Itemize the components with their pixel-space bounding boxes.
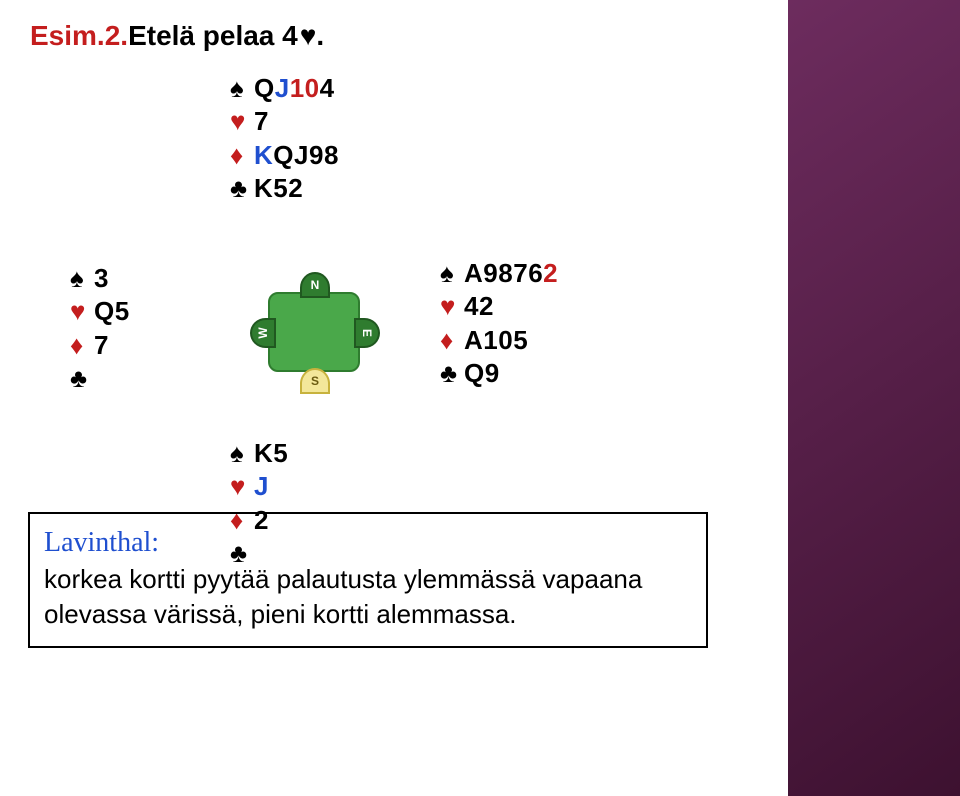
hand-north: ♠ QJ104 ♥ 7 ♦ KQJ98 ♣ K52 [230, 72, 339, 205]
compass-e: E [354, 318, 380, 348]
hand-east: ♠ A98762 ♥ 42 ♦ A105 ♣ Q9 [440, 257, 558, 390]
compass: N W E S [240, 262, 390, 402]
spade-icon: ♠ [440, 257, 464, 290]
north-clubs: ♣ K52 [230, 172, 339, 205]
side-gradient [788, 0, 960, 796]
info-label: Lavinthal: [44, 524, 692, 562]
info-box: Lavinthal: korkea kortti pyytää palautus… [28, 512, 708, 648]
east-hearts: ♥ 42 [440, 290, 558, 323]
north-hearts: ♥ 7 [230, 105, 339, 138]
club-icon: ♣ [230, 172, 254, 205]
heart-icon: ♥ [230, 105, 254, 138]
heart-icon: ♥ [300, 20, 317, 52]
west-spades: ♠ 3 [70, 262, 130, 295]
spade-icon: ♠ [230, 437, 254, 470]
heart-icon: ♥ [230, 470, 254, 503]
south-hearts: ♥ J [230, 470, 288, 503]
title-suffix: . [316, 20, 324, 52]
diamond-icon: ♦ [440, 324, 464, 357]
title-rest: Etelä pelaa 4 [128, 20, 298, 52]
west-hearts: ♥ Q5 [70, 295, 130, 328]
diamond-icon: ♦ [230, 139, 254, 172]
west-diamonds: ♦ 7 [70, 329, 130, 362]
east-clubs: ♣ Q9 [440, 357, 558, 390]
club-icon: ♣ [440, 357, 464, 390]
spade-icon: ♠ [230, 72, 254, 105]
diamond-icon: ♦ [70, 329, 94, 362]
south-spades: ♠ K5 [230, 437, 288, 470]
hand-west: ♠ 3 ♥ Q5 ♦ 7 ♣ [70, 262, 130, 395]
compass-w: W [250, 318, 276, 348]
east-diamonds: ♦ A105 [440, 324, 558, 357]
east-spades: ♠ A98762 [440, 257, 558, 290]
compass-n: N [300, 272, 330, 298]
hands-area: ♠ QJ104 ♥ 7 ♦ KQJ98 ♣ K52 ♠ 3 ♥ [30, 82, 778, 552]
heart-icon: ♥ [440, 290, 464, 323]
info-text: korkea kortti pyytää palautusta ylemmäss… [44, 562, 692, 632]
compass-s: S [300, 368, 330, 394]
north-spades: ♠ QJ104 [230, 72, 339, 105]
heart-icon: ♥ [70, 295, 94, 328]
title-prefix: Esim.2. [30, 20, 128, 52]
north-diamonds: ♦ KQJ98 [230, 139, 339, 172]
content-area: Esim.2. Etelä pelaa 4 ♥ . ♠ QJ104 ♥ 7 ♦ … [0, 0, 788, 796]
west-clubs: ♣ [70, 362, 130, 395]
compass-table [268, 292, 360, 372]
page-title: Esim.2. Etelä pelaa 4 ♥ . [30, 20, 778, 52]
spade-icon: ♠ [70, 262, 94, 295]
club-icon: ♣ [70, 362, 94, 395]
